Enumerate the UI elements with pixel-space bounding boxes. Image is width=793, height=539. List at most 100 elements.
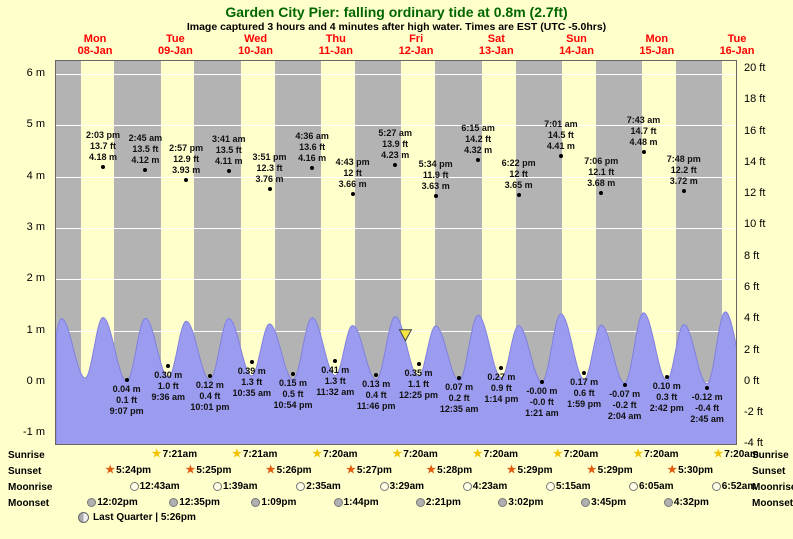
gridline	[56, 176, 736, 178]
sunrise-star-icon: ★	[552, 448, 563, 460]
sunset-star-icon: ★	[506, 464, 517, 476]
sunrise-time: 7:20am	[483, 449, 519, 460]
sunrise-time: 7:20am	[323, 449, 358, 460]
right-axis-tick: 12 ft	[744, 187, 766, 200]
day-labels: Mon 08-Jan Tue 09-Jan Wed 10-Jan Thu 11-Jan Fri 1…	[55, 33, 755, 59]
sunset-time: 5:24pm	[116, 465, 152, 476]
sunrise-time: 7:20am	[644, 449, 679, 460]
sunrise-time: 7:20am	[724, 449, 759, 460]
current-tide-marker	[398, 329, 413, 342]
sunrise-star-icon: ★	[633, 448, 644, 460]
sunrise-time: 7:21am	[242, 449, 278, 460]
low-tide-label: 0.07 m 0.2 ft 12:35 am	[439, 382, 479, 415]
sunrise-entry: ★ 7:20am	[552, 448, 598, 461]
sunrise-time: 7:20am	[403, 449, 438, 460]
high-tide-label: 5:34 pm 11.9 ft 3.63 m	[418, 158, 453, 191]
moonset-time: 12:02pm	[97, 497, 138, 508]
low-tide-label: 0.30 m 1.0 ft 9:36 am	[151, 370, 186, 403]
moonset-time: 1:44pm	[343, 497, 379, 508]
sunrise-star-icon: ★	[151, 448, 162, 460]
sunrise-star-icon: ★	[713, 448, 724, 460]
right-axis-tick: 4 ft	[744, 312, 760, 325]
low-tide-label: 0.41 m 1.3 ft 11:32 am	[316, 364, 355, 397]
moonrise-time: 3:29am	[389, 481, 425, 492]
moonset-entry: 3:45pm	[581, 497, 626, 508]
high-tide-point	[310, 166, 315, 171]
sunrise-time: 7:21am	[162, 449, 198, 460]
low-tide-point	[622, 383, 627, 388]
high-tide-point	[641, 149, 646, 154]
low-tide-label: 0.27 m 0.9 ft 1:14 pm	[484, 372, 519, 404]
moonset-circle-icon	[169, 498, 179, 507]
gridline	[56, 73, 736, 75]
day-label: Mon 08-Jan	[77, 33, 113, 57]
sunrise-row-label: Sunrise	[8, 450, 45, 461]
high-tide-label: 3:41 am 13.5 ft 4.11 m	[212, 133, 246, 166]
moonrise-circle-icon	[296, 482, 306, 491]
moonset-circle-icon	[663, 498, 673, 507]
sunrise-entry: ★ 7:20am	[633, 448, 679, 461]
sunset-row-label-right: Sunset	[752, 466, 786, 477]
low-tide-point	[539, 379, 544, 384]
right-axis-tick: 0 ft	[744, 374, 760, 387]
sunset-time: 5:25pm	[196, 465, 232, 476]
high-tide-label: 2:03 pm 13.7 ft 4.18 m	[85, 130, 120, 163]
left-axis-tick: 1 m	[26, 323, 45, 336]
right-axis-tick: 16 ft	[744, 124, 766, 137]
right-axis-tick: 2 ft	[744, 343, 760, 356]
astro-row-sunrise: Sunrise Sunrise ★ 7:21am ★ 7:21am ★ 7:20am ★ 7:20…	[0, 448, 793, 464]
low-tide-label: -0.00 m -0.0 ft 1:21 am	[525, 385, 559, 418]
high-tide-label: 6:22 pm 12 ft 3.65 m	[501, 157, 536, 190]
astro-row-moonset: Moonset Moonset 12:02pm 12:35pm 1:09pm 1:44pm…	[0, 496, 793, 512]
high-tide-label: 3:51 pm 12.3 ft 3.76 m	[252, 151, 287, 184]
high-tide-point	[101, 165, 105, 170]
moonrise-entry: 1:39am	[213, 481, 257, 492]
moonset-row-label-right: Moonset	[752, 498, 793, 509]
low-tide-label: 0.04 m 0.1 ft 9:07 pm	[109, 383, 144, 416]
right-axis-tick: 18 ft	[744, 93, 766, 106]
low-tide-point	[582, 371, 587, 376]
moonrise-entry: 6:05am	[629, 481, 673, 492]
left-axis-tick: 6 m	[26, 66, 45, 79]
sunset-star-icon: ★	[586, 464, 597, 476]
moonrise-time: 2:35am	[306, 481, 341, 492]
moonrise-circle-icon	[213, 482, 222, 491]
moonrise-time: 12:43am	[139, 481, 180, 492]
day-label: Sat 13-Jan	[478, 33, 514, 57]
moonset-time: 12:35pm	[179, 497, 220, 508]
high-tide-label: 2:57 pm 12.9 ft 3.93 m	[169, 143, 204, 176]
high-tide-label: 7:48 pm 12.2 ft 3.72 m	[666, 153, 701, 186]
left-axis-tick: 4 m	[26, 169, 45, 182]
moonset-circle-icon	[415, 498, 425, 507]
low-tide-point	[124, 377, 129, 382]
sunset-star-icon: ★	[346, 464, 356, 476]
sunrise-entry: ★ 7:21am	[151, 448, 198, 461]
moonrise-row-label: Moonrise	[8, 482, 53, 493]
sunrise-star-icon: ★	[392, 448, 403, 460]
sunrise-entry: ★ 7:21am	[232, 449, 278, 461]
sunset-time: 5:30pm	[678, 465, 714, 476]
right-axis-feet: 20 ft 18 ft 16 ft 14 ft 12 ft 10 ft 8 ft 6 ft 4 …	[740, 60, 792, 450]
sunrise-entry: ★ 7:20am	[473, 449, 519, 461]
high-tide-label: 7:06 pm 12.1 ft 3.68 m	[584, 155, 619, 188]
high-tide-label: 6:15 am 14.2 ft 4.32 m	[461, 123, 495, 156]
moonset-circle-icon	[498, 498, 508, 507]
high-tide-label: 7:43 am 14.7 ft 4.48 m	[626, 114, 661, 147]
sunrise-star-icon: ★	[312, 448, 323, 460]
moonset-entry: 3:02pm	[498, 497, 543, 508]
right-axis-tick: 14 ft	[744, 155, 766, 168]
moonrise-circle-icon	[546, 482, 555, 491]
sunrise-entry: ★ 7:20am	[713, 448, 759, 461]
sunset-entry: ★ 5:28pm	[426, 465, 472, 477]
high-tide-label: 2:45 am 13.5 ft 4.12 m	[128, 133, 163, 166]
sunset-entry: ★ 5:24pm	[105, 465, 152, 477]
moonrise-entry: 5:15am	[546, 481, 590, 492]
low-tide-point	[705, 386, 710, 390]
moonset-circle-icon	[333, 498, 343, 507]
high-tide-point	[558, 153, 563, 158]
low-tide-point	[291, 372, 295, 377]
moonrise-entry: 3:29am	[379, 481, 425, 492]
low-tide-point	[664, 374, 669, 379]
moonset-entry: 2:21pm	[415, 497, 461, 508]
